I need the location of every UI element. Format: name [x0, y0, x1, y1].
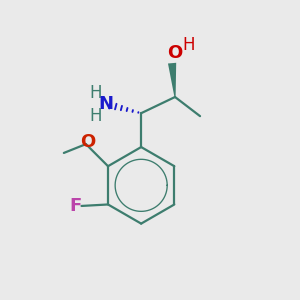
Polygon shape	[168, 63, 176, 97]
Text: N: N	[98, 95, 113, 113]
Text: O: O	[167, 44, 183, 62]
Text: H: H	[182, 36, 194, 54]
Text: H: H	[89, 107, 102, 125]
Text: F: F	[69, 197, 81, 215]
Text: H: H	[89, 84, 102, 102]
Text: O: O	[80, 133, 95, 151]
